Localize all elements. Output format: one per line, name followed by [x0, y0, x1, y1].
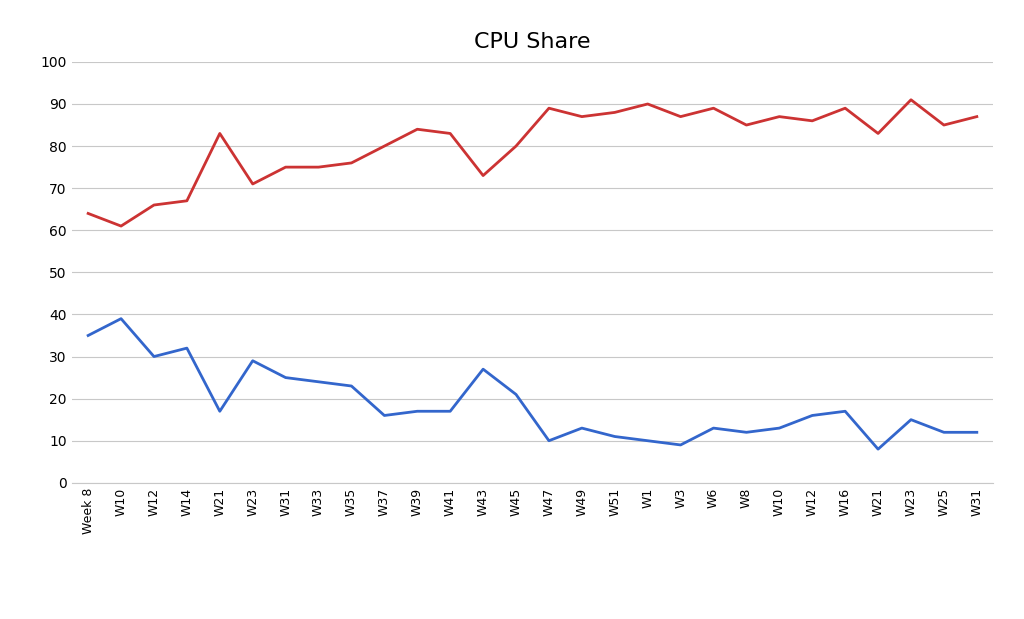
Line: AMD: AMD [88, 100, 977, 226]
INTEL [510, 391, 522, 398]
AMD [641, 100, 653, 108]
INTEL [641, 437, 653, 444]
AMD [378, 142, 390, 150]
INTEL [905, 416, 918, 423]
AMD [806, 117, 818, 124]
AMD [740, 121, 753, 129]
INTEL [575, 425, 588, 432]
AMD [147, 201, 160, 209]
INTEL [115, 315, 127, 322]
INTEL [444, 407, 457, 415]
INTEL [971, 428, 983, 436]
INTEL [708, 425, 720, 432]
INTEL [411, 407, 424, 415]
INTEL [247, 357, 259, 365]
INTEL [608, 433, 621, 440]
INTEL [871, 446, 884, 453]
INTEL [806, 412, 818, 419]
INTEL [839, 407, 851, 415]
INTEL [773, 425, 785, 432]
AMD [444, 130, 457, 137]
INTEL [312, 378, 325, 386]
INTEL [147, 353, 160, 360]
INTEL [345, 383, 357, 390]
AMD [708, 105, 720, 112]
AMD [871, 130, 884, 137]
AMD [675, 113, 687, 120]
AMD [82, 210, 94, 217]
AMD [971, 113, 983, 120]
Line: INTEL: INTEL [88, 319, 977, 449]
INTEL [82, 332, 94, 339]
AMD [543, 105, 555, 112]
AMD [477, 172, 489, 180]
AMD [773, 113, 785, 120]
AMD [247, 180, 259, 188]
Title: CPU Share: CPU Share [474, 32, 591, 52]
AMD [608, 109, 621, 116]
INTEL [280, 374, 292, 381]
INTEL [740, 428, 753, 436]
AMD [280, 163, 292, 171]
AMD [411, 126, 424, 133]
INTEL [938, 428, 950, 436]
AMD [905, 96, 918, 103]
AMD [345, 159, 357, 167]
INTEL [543, 437, 555, 444]
AMD [575, 113, 588, 120]
AMD [938, 121, 950, 129]
INTEL [378, 412, 390, 419]
AMD [312, 163, 325, 171]
AMD [839, 105, 851, 112]
AMD [115, 222, 127, 230]
INTEL [675, 441, 687, 449]
AMD [510, 142, 522, 150]
AMD [180, 197, 193, 204]
INTEL [214, 407, 226, 415]
AMD [214, 130, 226, 137]
INTEL [180, 344, 193, 352]
INTEL [477, 365, 489, 373]
